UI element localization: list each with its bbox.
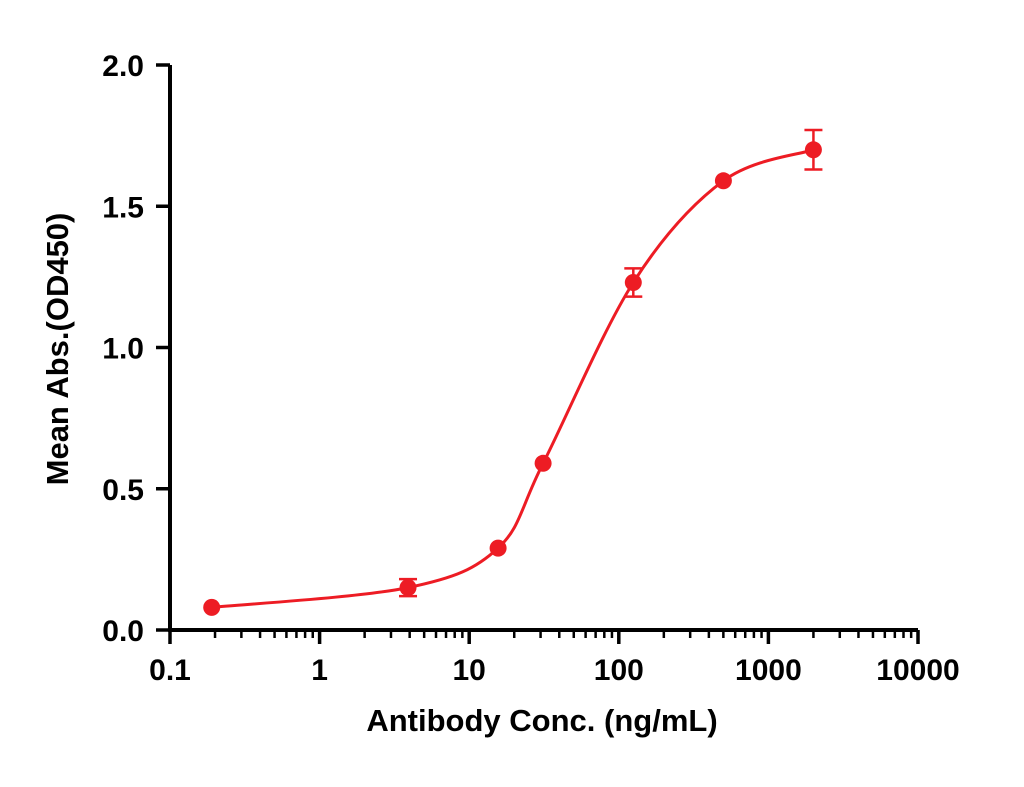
x-axis-title: Antibody Conc. (ng/mL)	[366, 703, 718, 738]
data-point	[534, 454, 552, 472]
fit-curve	[210, 148, 815, 609]
data-point	[624, 274, 642, 291]
x-tick-label: 0.1	[149, 654, 191, 687]
data-point	[489, 539, 507, 557]
data-point	[399, 579, 417, 597]
y-tick-label: 1.0	[102, 333, 144, 366]
x-tick-label: 1	[311, 654, 328, 687]
x-tick-label: 1000	[735, 654, 802, 687]
x-tick-label: 10000	[876, 654, 959, 687]
y-tick-label: 0.0	[102, 615, 144, 648]
x-tick-label: 100	[594, 654, 644, 687]
data-point	[804, 141, 822, 159]
y-axis-title: Mean Abs.(OD450)	[40, 212, 75, 486]
data-point	[203, 598, 221, 616]
x-tick-label: 10	[453, 654, 486, 687]
y-tick-label: 0.5	[102, 474, 144, 507]
y-tick-label: 2.0	[102, 50, 144, 83]
y-tick-label: 1.5	[102, 191, 144, 224]
data-point	[714, 172, 732, 190]
